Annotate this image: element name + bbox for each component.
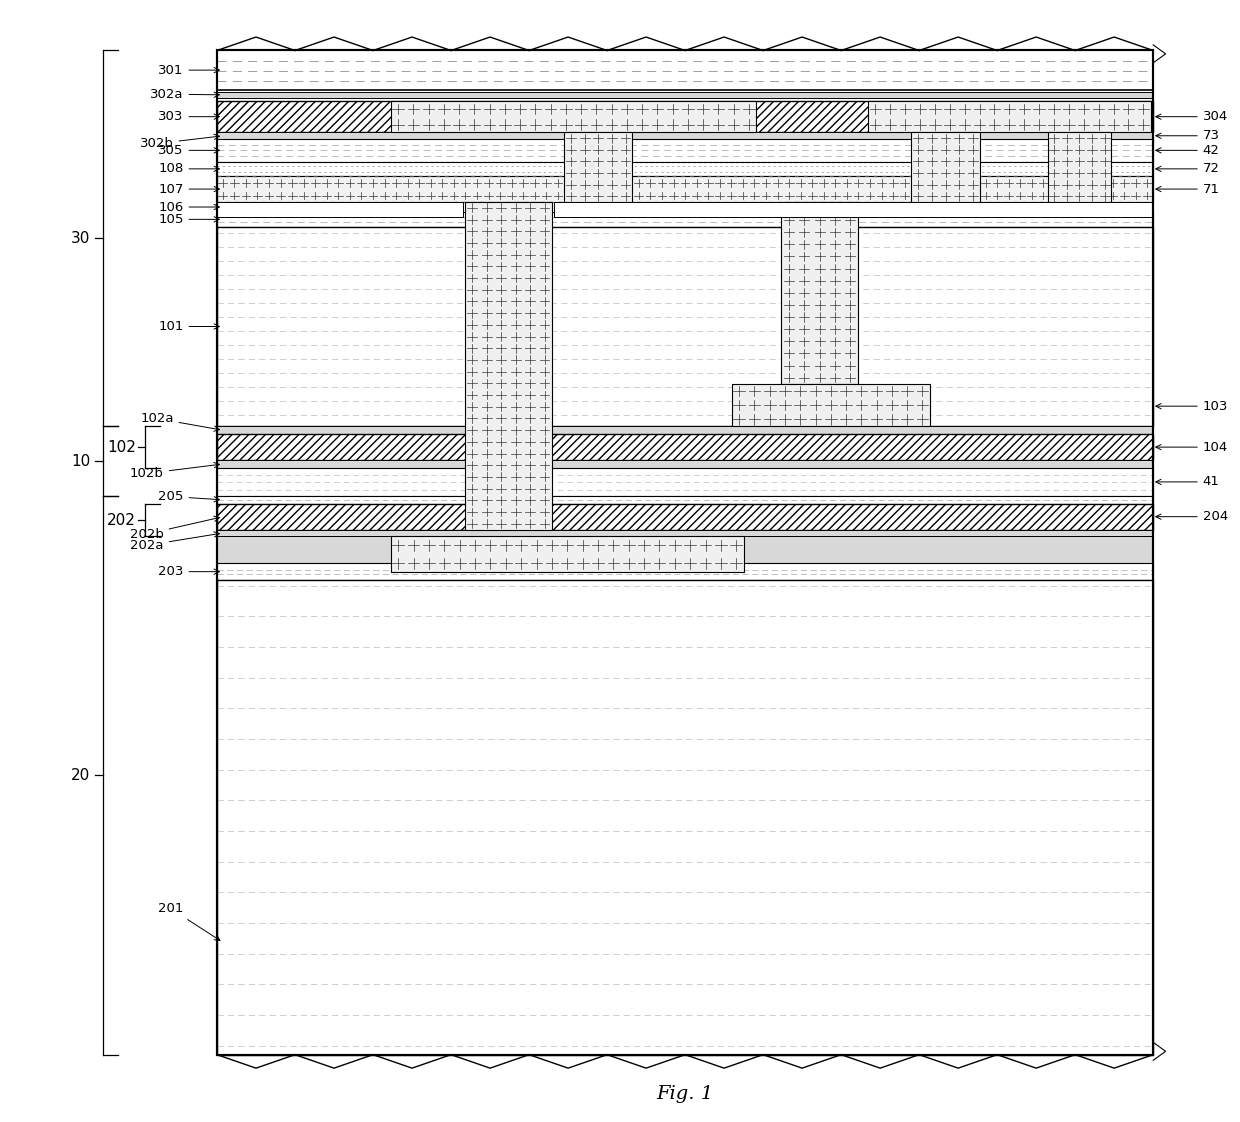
Bar [554,202,1153,217]
Text: 101: 101 [159,320,219,333]
Text: 30: 30 [71,231,91,246]
Text: 108: 108 [159,163,219,175]
Bar [217,227,1153,426]
Bar [217,580,1153,1055]
Text: 203: 203 [159,565,219,578]
Text: 102b: 102b [130,462,219,480]
Text: 305: 305 [159,144,219,157]
Bar [217,50,1153,1055]
Text: 107: 107 [159,183,219,195]
Bar [217,139,1153,162]
Text: Fig. 1: Fig. 1 [656,1085,714,1103]
Bar [564,132,632,202]
Bar [217,50,1153,1055]
Bar [732,384,930,426]
Text: 20: 20 [71,767,91,783]
Bar [217,434,1153,460]
Bar [217,202,463,217]
Bar [217,162,1153,176]
Bar [217,101,1153,132]
Text: 105: 105 [159,213,219,226]
Bar [217,504,1153,530]
Bar [217,92,1153,98]
Bar [217,202,1153,212]
Text: 202: 202 [107,513,136,527]
Text: 201: 201 [159,902,219,940]
Text: 202a: 202a [130,532,219,552]
Text: 102: 102 [107,440,136,454]
Text: 204: 204 [1156,511,1228,523]
Text: 73: 73 [1156,129,1220,142]
Text: 302a: 302a [150,88,219,101]
Text: 205: 205 [159,490,219,503]
Bar [868,101,1151,132]
Text: 106: 106 [159,201,219,213]
Text: 303: 303 [159,110,219,123]
Bar [781,202,858,384]
Bar [217,536,1153,563]
Bar [391,536,744,572]
Text: 302b: 302b [140,135,219,150]
Bar [217,468,1153,496]
Text: 71: 71 [1156,183,1220,195]
Bar [465,202,552,530]
Bar [217,176,1153,202]
Bar [911,132,980,202]
Text: 104: 104 [1156,441,1228,453]
Bar [217,496,1153,504]
Bar [217,460,1153,468]
Text: 10: 10 [71,453,91,469]
Text: 103: 103 [1156,399,1228,413]
Bar [217,563,1153,580]
Text: 202b: 202b [130,516,219,541]
Text: 42: 42 [1156,144,1220,157]
Text: 301: 301 [159,64,219,76]
Bar [217,212,1153,227]
Text: 41: 41 [1156,476,1220,488]
Bar [217,530,1153,536]
Bar [1048,132,1111,202]
Text: 72: 72 [1156,163,1220,175]
Bar [217,50,1153,90]
Text: 102a: 102a [140,412,219,431]
Bar [391,101,756,132]
Bar [217,426,1153,434]
Text: 304: 304 [1156,110,1228,123]
Bar [217,132,1153,139]
